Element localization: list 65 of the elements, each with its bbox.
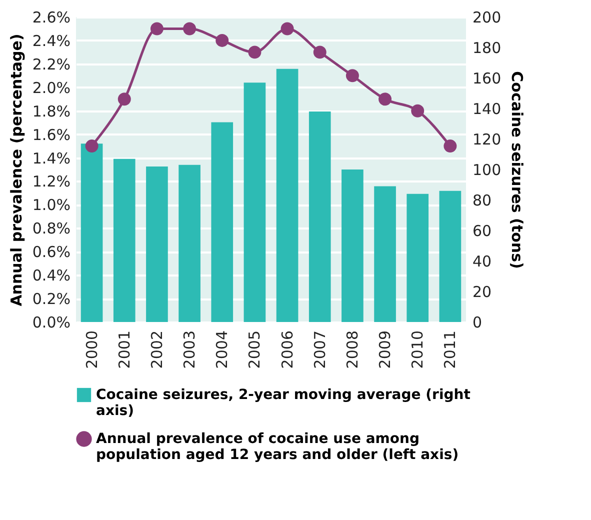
x-tick-label: 2002 [148, 330, 166, 369]
x-tick-label: 2003 [180, 330, 199, 369]
x-tick-label: 2011 [441, 330, 460, 369]
y-tick-label: 1.4% [32, 149, 70, 168]
y-tick-label: 2.0% [32, 78, 70, 97]
y2-tick-label: 0 [472, 314, 482, 332]
legend-label: Cocaine seizures, 2-year moving average (right axis) [96, 387, 471, 419]
bar [244, 82, 266, 322]
point [378, 92, 392, 106]
y-tick-label: 0.4% [32, 266, 70, 285]
x-tick-label: 2008 [343, 330, 362, 369]
legend-label: Annual prevalence of cocaine use among population aged 12 years and older (left axis) [96, 431, 459, 463]
point [411, 104, 424, 118]
point [280, 22, 294, 36]
x-tick-label: 2005 [246, 330, 264, 369]
bar [113, 158, 136, 322]
x-tick-label: 2007 [310, 330, 329, 369]
bar [146, 166, 168, 322]
point [150, 22, 164, 36]
y2-tick-label: 140 [472, 100, 502, 118]
y2-tick-label: 80 [472, 192, 492, 210]
x-tick-label: 2010 [408, 330, 427, 369]
y-tick-label: 1.0% [32, 196, 70, 214]
point [118, 92, 131, 106]
y-axis-title: Annual prevalence (percentage) [7, 34, 26, 306]
bar [80, 144, 103, 322]
bar [276, 68, 298, 322]
bar [211, 122, 234, 322]
bar [178, 164, 200, 322]
x-tick-label: 2001 [115, 330, 134, 369]
y2-tick-label: 200 [472, 8, 502, 26]
y-tick-label: 2.6% [32, 8, 70, 26]
y2-axis-title: Cocaine seizures (tons) [508, 71, 526, 269]
y-tick-label: 0.0% [32, 314, 70, 332]
point [85, 140, 98, 153]
y2-tick-label: 180 [472, 39, 502, 57]
y2-tick-label: 160 [472, 70, 502, 88]
y-tick-label: 1.6% [32, 126, 70, 144]
y2-tick-label: 100 [472, 161, 502, 179]
y2-tick-label: 120 [472, 130, 502, 148]
y2-tick-label: 20 [472, 283, 492, 301]
point [183, 22, 196, 36]
bar [342, 170, 364, 322]
y-tick-label: 1.2% [32, 172, 70, 191]
y-tick-label: 2.4% [32, 32, 70, 50]
y2-tick-label: 40 [472, 252, 492, 270]
y-tick-label: 0.6% [32, 243, 70, 262]
point [248, 46, 262, 59]
bar [308, 112, 331, 322]
y-tick-label: 0.8% [32, 220, 70, 238]
y-tick-label: 2.2% [32, 55, 70, 74]
x-tick-label: 2004 [213, 330, 232, 369]
y-tick-label: 1.8% [32, 102, 70, 120]
y-tick-label: 0.2% [32, 290, 70, 308]
bar [374, 186, 396, 322]
x-tick-label: 2006 [278, 330, 296, 369]
point [313, 46, 326, 59]
y2-tick-label: 60 [472, 222, 492, 240]
x-tick-label: 2009 [376, 330, 394, 369]
point [216, 34, 229, 47]
bar [406, 194, 429, 322]
point [444, 140, 457, 153]
point [346, 69, 359, 82]
x-tick-label: 2000 [82, 330, 101, 369]
bar [439, 190, 462, 322]
